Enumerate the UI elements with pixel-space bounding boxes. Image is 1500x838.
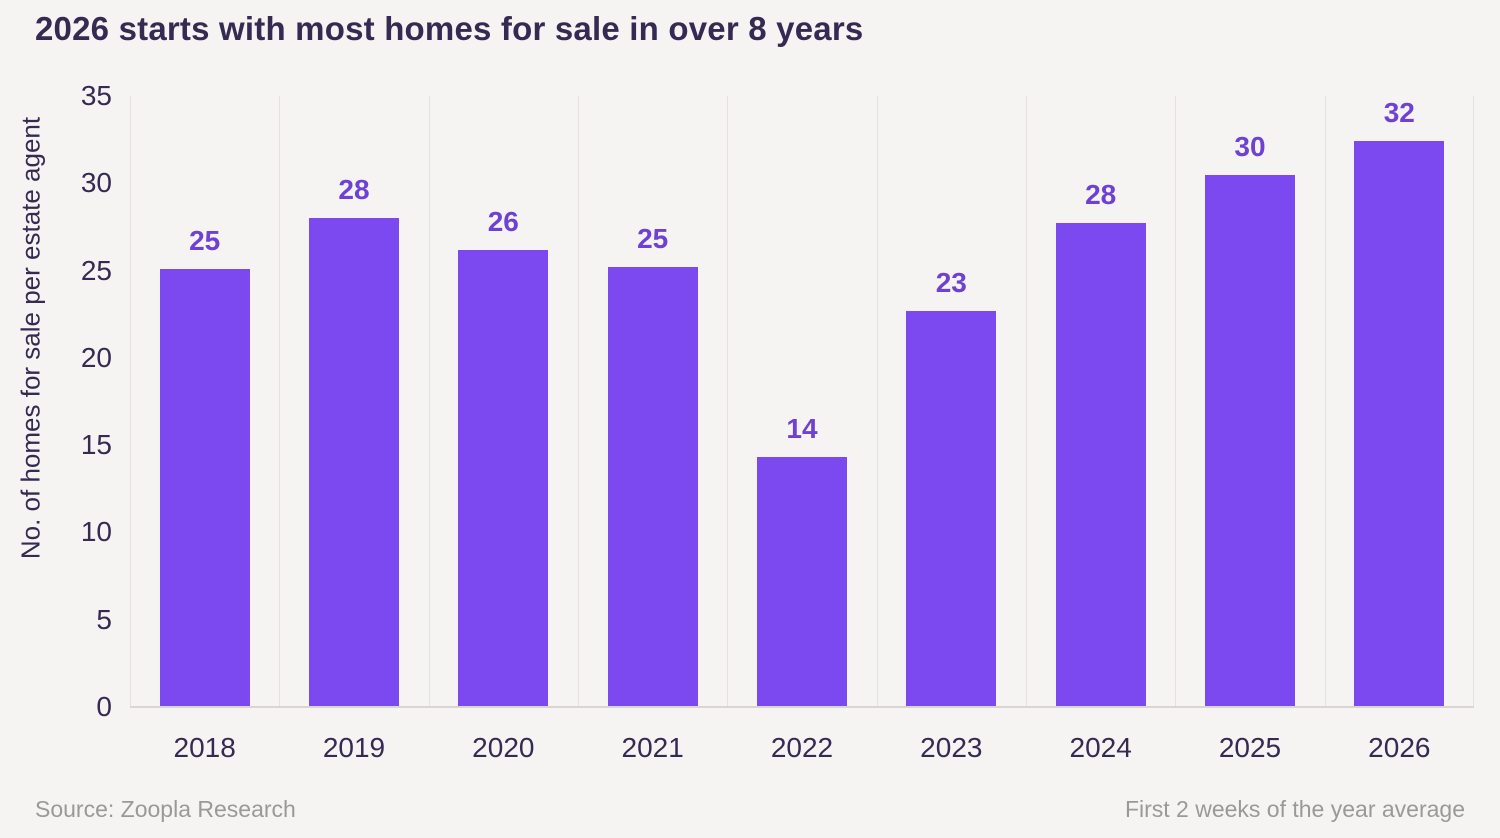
y-tick-label: 25 xyxy=(80,254,112,286)
gridline xyxy=(1175,96,1176,707)
y-tick-label: 0 xyxy=(96,691,112,722)
x-tick-label: 2022 xyxy=(770,732,834,763)
source-note: Source: Zoopla Research xyxy=(35,796,296,822)
gridline xyxy=(1473,96,1474,707)
y-tick-label: 20 xyxy=(80,341,112,373)
x-tick-label: 2026 xyxy=(1368,732,1431,763)
gridline xyxy=(1026,96,1027,707)
bar-2023 xyxy=(906,310,997,707)
x-tick-label: 2024 xyxy=(1069,732,1132,763)
bar-2025 xyxy=(1205,174,1295,707)
y-axis: 0 5 10 15 20 25 30 35 xyxy=(0,81,112,722)
bar-2026 xyxy=(1354,141,1445,707)
footnote: First 2 weeks of the year average xyxy=(1124,796,1465,822)
bar-2019 xyxy=(309,218,399,707)
gridline xyxy=(1325,96,1326,707)
chart-footer: Source: Zoopla Research First 2 weeks of… xyxy=(35,796,1465,823)
bar-2022 xyxy=(757,457,847,707)
y-tick-label: 30 xyxy=(80,167,112,199)
y-tick-label: 35 xyxy=(80,80,112,111)
x-axis: 2018 2019 2020 2021 2022 2023 2024 2025 2026 xyxy=(130,728,1474,768)
x-tick-label: 2018 xyxy=(173,732,236,763)
bar-value-label: 32 xyxy=(1383,97,1415,129)
bar-value-label: 28 xyxy=(1085,179,1117,211)
y-tick-label: 5 xyxy=(96,603,112,635)
x-tick-label: 2019 xyxy=(322,732,386,763)
bar-value-label: 14 xyxy=(786,413,818,445)
bar-2020 xyxy=(458,249,549,707)
bar-value-label: 25 xyxy=(189,224,221,256)
x-tick-label: 2020 xyxy=(472,732,535,763)
x-tick-label: 2021 xyxy=(621,732,684,763)
x-axis-line xyxy=(130,706,1474,708)
x-tick-label: 2025 xyxy=(1218,732,1282,763)
bar-value-label: 26 xyxy=(487,205,519,237)
bar-value-label: 30 xyxy=(1234,130,1266,162)
bar-2024 xyxy=(1055,223,1146,707)
x-tick-label: 2023 xyxy=(920,732,983,763)
gridline xyxy=(429,96,430,707)
y-tick-label: 15 xyxy=(80,429,112,461)
bar-value-label: 25 xyxy=(637,223,669,255)
bar-value-label: 28 xyxy=(338,174,370,206)
plot-area: 25 28 26 25 14 23 28 30 32 xyxy=(130,96,1474,708)
gridline xyxy=(877,96,878,707)
gridline xyxy=(279,96,280,707)
chart-title: 2026 starts with most homes for sale in … xyxy=(35,10,864,47)
bar-2021 xyxy=(607,267,698,707)
bar-value-label: 23 xyxy=(935,266,967,298)
bar-2018 xyxy=(159,268,250,707)
gridline xyxy=(578,96,579,707)
gridline xyxy=(727,96,728,707)
y-tick-label: 10 xyxy=(80,516,112,548)
gridline xyxy=(130,96,131,707)
